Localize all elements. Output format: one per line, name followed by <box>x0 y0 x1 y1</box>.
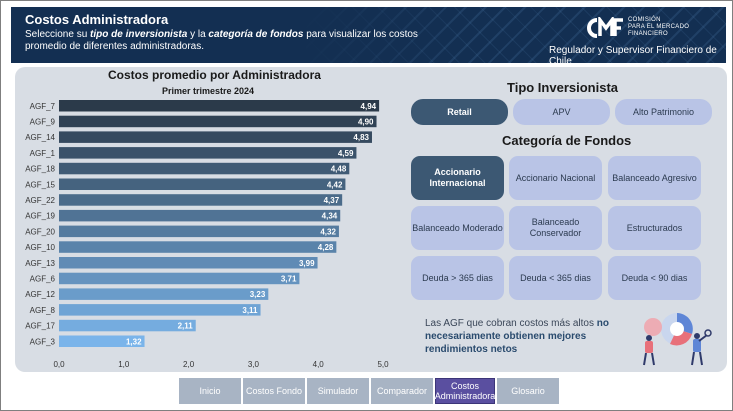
bar-category-label: AGF_10 <box>25 243 55 252</box>
bar[interactable] <box>59 147 357 159</box>
bar-category-label: AGF_12 <box>25 290 55 299</box>
bar[interactable] <box>59 178 346 191</box>
cmf-logo-text: COMISIÓN PARA EL MERCADO FINANCIERO <box>628 17 690 37</box>
bar-category-label: AGF_20 <box>25 227 55 236</box>
category-deuda-menos-90-button[interactable]: Deuda < 90 dias <box>608 256 701 300</box>
bar-category-label: AGF_1 <box>30 149 56 158</box>
bar[interactable] <box>59 131 372 143</box>
x-tick-label: 2,0 <box>183 360 195 369</box>
nav-inicio[interactable]: Inicio <box>179 378 241 404</box>
bar-value-label: 4,48 <box>331 165 347 174</box>
bar[interactable] <box>59 319 196 332</box>
bar-category-label: AGF_8 <box>30 306 56 315</box>
bar-value-label: 1,32 <box>126 337 142 346</box>
category-accionario-nacional-button[interactable]: Accionario Nacional <box>509 156 602 200</box>
category-balanceado-agresivo-button[interactable]: Balanceado Agresivo <box>608 156 701 200</box>
investor-apv-button[interactable]: APV <box>513 99 610 125</box>
x-tick-label: 3,0 <box>248 360 260 369</box>
bar-value-label: 3,71 <box>281 274 297 283</box>
page-subtitle: Seleccione su tipo de inversionista y la… <box>25 29 418 52</box>
bar-category-label: AGF_15 <box>25 180 55 189</box>
bar-category-label: AGF_3 <box>30 337 56 346</box>
cmf-logo-icon <box>587 17 623 38</box>
bar-value-label: 2,11 <box>178 322 194 331</box>
bar-value-label: 4,34 <box>322 212 338 221</box>
bar-value-label: 4,32 <box>320 227 336 236</box>
bar-category-label: AGF_18 <box>25 165 55 174</box>
bar-value-label: 3,11 <box>242 306 258 315</box>
bar-category-label: AGF_9 <box>30 117 56 126</box>
nav-simulador[interactable]: Simulador <box>307 378 369 404</box>
investor-alto-patrimonio-button[interactable]: Alto Patrimonio <box>615 99 712 125</box>
category-balanceado-moderado-button[interactable]: Balanceado Moderado <box>411 206 504 250</box>
bar[interactable] <box>59 162 350 175</box>
chart-title: Costos promedio por Administradora <box>108 68 321 82</box>
bar-value-label: 4,83 <box>353 133 369 142</box>
bar[interactable] <box>59 335 145 348</box>
bar-value-label: 4,94 <box>361 102 377 111</box>
nav-costos-administradora[interactable]: Costos Administradora <box>435 378 495 404</box>
bar-category-label: AGF_22 <box>25 196 55 205</box>
fund-category-title: Categoría de Fondos <box>502 133 632 148</box>
bar-category-label: AGF_7 <box>30 102 56 111</box>
x-tick-label: 4,0 <box>313 360 325 369</box>
category-deuda-mas-365-button[interactable]: Deuda > 365 dias <box>411 256 504 300</box>
bar-value-label: 4,59 <box>338 149 354 158</box>
investor-retail-button[interactable]: Retail <box>411 99 508 125</box>
bar[interactable] <box>59 194 343 206</box>
bar[interactable] <box>59 257 318 269</box>
bar[interactable] <box>59 100 380 112</box>
bar-value-label: 3,99 <box>299 259 315 268</box>
investor-type-title: Tipo Inversionista <box>507 80 619 95</box>
x-tick-label: 1,0 <box>118 360 130 369</box>
bar-value-label: 4,90 <box>358 117 374 126</box>
bar[interactable] <box>59 225 339 238</box>
chart-subtitle: Primer trimestre 2024 <box>162 86 255 96</box>
category-deuda-menos-365-button[interactable]: Deuda < 365 dias <box>509 256 602 300</box>
people-chart-illustration-icon <box>643 313 712 366</box>
bar-category-label: AGF_14 <box>25 133 55 142</box>
bar-category-label: AGF_6 <box>30 274 56 283</box>
bar[interactable] <box>59 241 337 253</box>
bar[interactable] <box>59 288 269 300</box>
category-balanceado-conservador-button[interactable]: Balanceado Conservador <box>509 206 602 250</box>
bar-category-label: AGF_17 <box>25 322 55 331</box>
bar[interactable] <box>59 209 341 222</box>
bar-value-label: 3,23 <box>250 290 266 299</box>
x-tick-label: 0,0 <box>53 360 65 369</box>
category-estructurados-button[interactable]: Estructurados <box>608 206 701 250</box>
bar[interactable] <box>59 304 261 316</box>
category-accionario-internacional-button[interactable]: Accionario Internacional <box>411 156 504 200</box>
bar[interactable] <box>59 272 300 285</box>
bar-category-label: AGF_19 <box>25 212 55 221</box>
nav-glosario[interactable]: Glosario <box>497 378 559 404</box>
bar-value-label: 4,37 <box>324 196 340 205</box>
info-note: Las AGF que cobran costos más altos no n… <box>425 318 609 355</box>
logo-tagline: Regulador y Supervisor Financiero de Chi… <box>549 45 717 63</box>
bar-value-label: 4,42 <box>327 180 343 189</box>
nav-costos-fondo[interactable]: Costos Fondo <box>243 378 305 404</box>
page-title: Costos Administradora <box>25 12 169 27</box>
header-banner: Costos Administradora Seleccione su tipo… <box>11 7 726 63</box>
x-tick-label: 5,0 <box>377 360 389 369</box>
nav-comparador[interactable]: Comparador <box>371 378 433 404</box>
bar-chart: AGF_7 4,94 AGF_9 4,90 AGF_14 4,83 AGF_1 4,59 AGF… <box>25 100 389 369</box>
bar[interactable] <box>59 115 377 128</box>
bar-value-label: 4,28 <box>318 243 334 252</box>
bar-category-label: AGF_13 <box>25 259 55 268</box>
